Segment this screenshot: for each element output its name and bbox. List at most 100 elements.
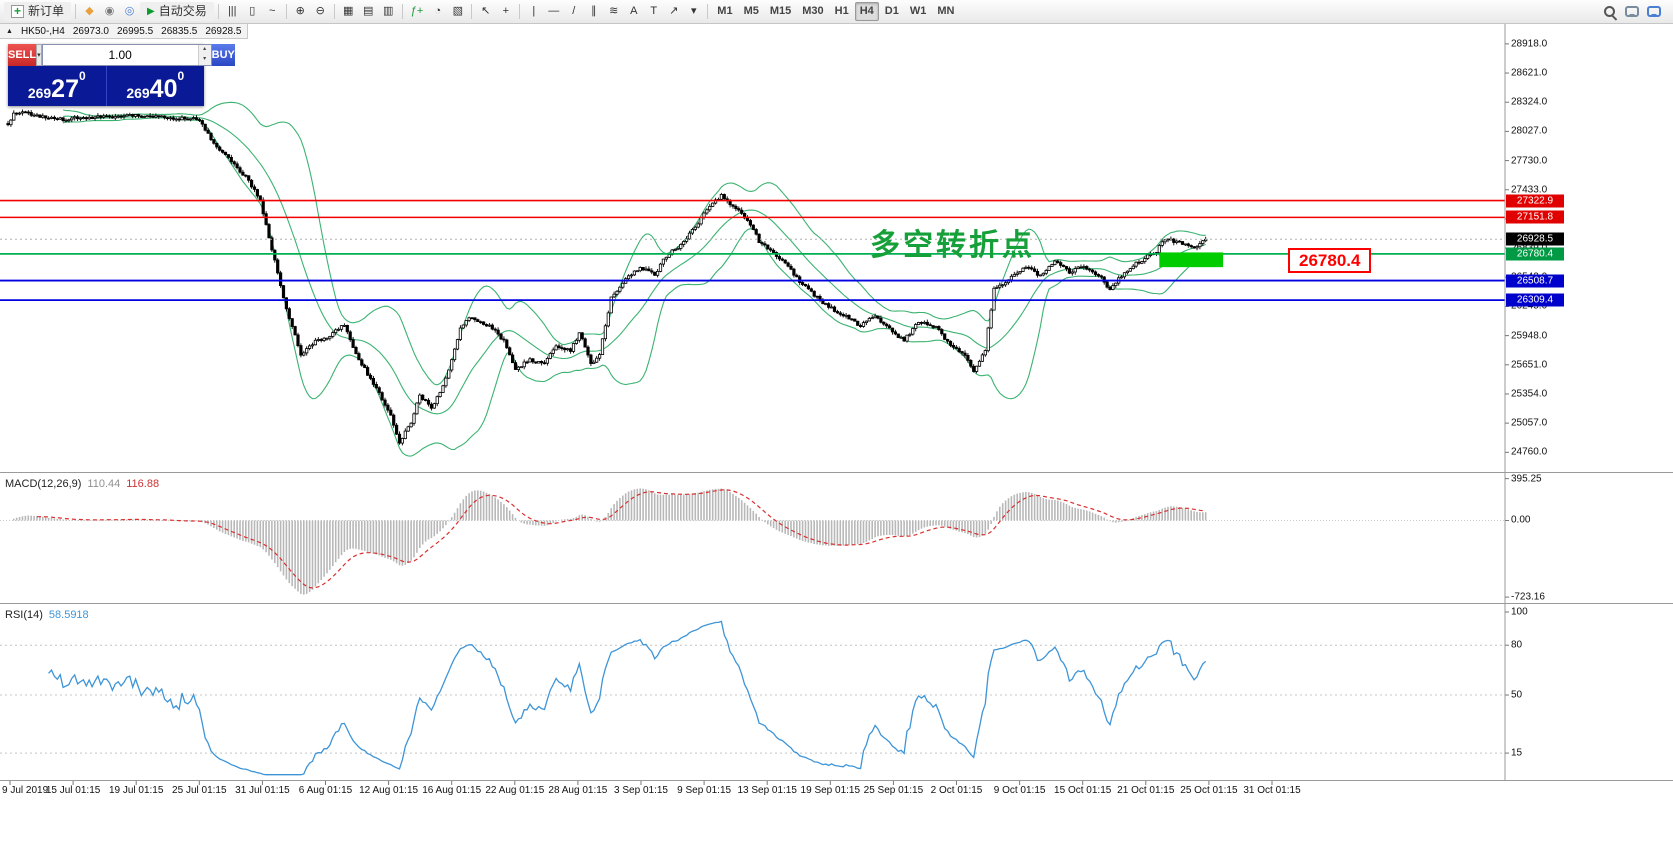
- crosshair-icon[interactable]: +: [502, 5, 509, 17]
- toolbar-separator: [471, 4, 473, 19]
- profile-icon[interactable]: ◉: [104, 5, 115, 17]
- community-chat-icon[interactable]: [1647, 6, 1661, 17]
- timeframe-W1[interactable]: W1: [909, 5, 927, 17]
- template-icon[interactable]: ▧: [452, 5, 463, 17]
- time-axis-label: 2 Oct 01:15: [930, 785, 983, 796]
- price-note-box: 26780.4: [1288, 248, 1372, 273]
- sell-price-prefix: 269: [27, 85, 52, 101]
- timeframe-M30[interactable]: M30: [802, 5, 824, 17]
- alerts-icon[interactable]: ◎: [124, 5, 135, 17]
- search-icon[interactable]: [1603, 5, 1617, 19]
- time-axis-label: 21 Oct 01:15: [1117, 785, 1175, 796]
- price-axis[interactable]: [1505, 24, 1580, 781]
- indicator-scale-label: 80: [1511, 639, 1523, 651]
- zoom-in-icon[interactable]: ⊕: [295, 5, 305, 17]
- indicator-scale-label: -723.16: [1511, 591, 1545, 603]
- timeframe-M5[interactable]: M5: [743, 5, 759, 17]
- volume-increase-button[interactable]: ▴: [198, 45, 211, 55]
- macd-main-value: 110.44: [87, 478, 121, 490]
- time-axis-label: 31 Oct 01:15: [1243, 785, 1301, 796]
- rsi-name: RSI(14): [5, 609, 43, 621]
- sell-price[interactable]: 269 27 0: [8, 66, 106, 106]
- tile-windows-icon[interactable]: ▦: [343, 5, 354, 17]
- vertical-line-icon[interactable]: |: [532, 5, 536, 17]
- chart-ohlc-header: ▲ HK50-,H4 26973.0 26995.5 26835.5 26928…: [0, 24, 249, 39]
- equidistant-channel-icon[interactable]: ∥: [591, 5, 597, 17]
- arrows-icon[interactable]: ↗: [669, 5, 679, 17]
- pivot-level-tag: 26780.4: [1506, 247, 1564, 261]
- period-icon[interactable]: ◔: [434, 5, 442, 17]
- tools-group: ƒ+ ◔ ▧: [407, 2, 468, 21]
- zoom-out-icon[interactable]: ⊖: [315, 5, 325, 17]
- new-order-icon: [11, 3, 24, 20]
- timeframe-H1[interactable]: H1: [834, 5, 849, 17]
- open-value: 26973.0: [72, 25, 109, 37]
- sell-button[interactable]: SELL: [8, 44, 37, 66]
- toolbar-separator: [401, 4, 403, 19]
- volume-decrease-button[interactable]: ▾: [198, 55, 211, 65]
- candlestick-chart-icon[interactable]: ▯: [249, 5, 256, 17]
- timeframe-MN[interactable]: MN: [937, 5, 955, 17]
- time-axis-label: 25 Jul 01:15: [172, 785, 227, 796]
- horizontal-line-icon[interactable]: —: [548, 5, 560, 17]
- cursor-icon[interactable]: ↖: [481, 5, 491, 17]
- trade-panel-prices: 269 27 0 269 40 0: [8, 66, 204, 106]
- sell-price-fraction: 0: [78, 69, 86, 83]
- price-axis-label: 24760.0: [1511, 446, 1548, 458]
- price-axis-label: 25651.0: [1511, 359, 1548, 371]
- cursor-group: ↖ +: [476, 2, 515, 21]
- text-icon[interactable]: A: [630, 5, 638, 17]
- time-axis-label: 9 Sep 01:15: [677, 785, 732, 796]
- chart-list-icon[interactable]: ▥: [383, 5, 394, 17]
- timeframe-H4[interactable]: H4: [854, 2, 879, 21]
- rsi-line: [48, 620, 1207, 776]
- autotrade-button[interactable]: ▶ 自动交易: [140, 2, 214, 21]
- trendline-icon[interactable]: /: [572, 5, 576, 17]
- rsi-value: 58.5918: [48, 609, 89, 621]
- sell-price-big-digits: 27: [51, 75, 79, 103]
- macd-signal-line: [37, 489, 1206, 589]
- buy-price-prefix: 269: [126, 85, 150, 101]
- buy-button[interactable]: BUY: [211, 44, 235, 66]
- rsi-indicator-label: RSI(14) 58.5918: [5, 609, 95, 621]
- text-label-icon[interactable]: T: [650, 5, 658, 17]
- draw-objects-group: | — / ∥ ≋ A T ↗ ▾: [524, 2, 703, 21]
- time-axis-label: 19 Sep 01:15: [800, 785, 861, 796]
- symbol-period-label: HK50-,H4: [20, 25, 65, 37]
- indicator-scale-label: 15: [1511, 747, 1523, 759]
- timeframe-M1[interactable]: M1: [717, 5, 733, 17]
- time-axis-label: 13 Sep 01:15: [737, 785, 797, 796]
- buy-price[interactable]: 269 40 0: [105, 66, 205, 106]
- time-axis-label: 25 Sep 01:15: [863, 785, 924, 796]
- candlestick-series: [6, 109, 1208, 446]
- support-level-tag: 26508.7: [1506, 274, 1564, 288]
- line-chart-icon[interactable]: ~: [269, 5, 276, 17]
- price-axis-label: 28324.0: [1511, 96, 1548, 108]
- quotes-icon[interactable]: ◆: [85, 5, 94, 17]
- new-chart-icon[interactable]: ▤: [363, 5, 374, 17]
- autotrade-label: 自动交易: [158, 4, 207, 18]
- timeframe-D1[interactable]: D1: [884, 5, 899, 17]
- toolbar-separator: [285, 4, 287, 19]
- indicator-scale-label: 0.00: [1511, 514, 1531, 526]
- horizontal-level-lines: [0, 199, 1505, 302]
- bar-chart-icon[interactable]: |||: [227, 5, 237, 17]
- time-axis-label: 6 Aug 01:15: [298, 785, 353, 796]
- order-options-dropdown[interactable]: ▾: [36, 44, 42, 66]
- toolbar-right-group: [1603, 5, 1669, 19]
- new-order-button[interactable]: 新订单: [4, 2, 72, 21]
- trade-panel-controls: SELL ▾ ▴ ▾ BUY: [8, 44, 235, 66]
- price-axis-label: 25354.0: [1511, 388, 1548, 400]
- objects-dropdown-icon[interactable]: ▾: [691, 5, 697, 17]
- fibonacci-icon[interactable]: ≋: [609, 5, 619, 17]
- chat-icon[interactable]: [1625, 6, 1639, 17]
- indicators-icon[interactable]: ƒ+: [410, 5, 424, 17]
- collapse-triangle-icon[interactable]: ▲: [6, 27, 13, 35]
- chart-surface[interactable]: [0, 24, 1505, 781]
- time-axis-label: 19 Jul 01:15: [108, 785, 164, 796]
- volume-input[interactable]: [42, 45, 198, 65]
- timeframe-M15[interactable]: M15: [769, 5, 792, 17]
- toolbar-separator: [707, 4, 709, 19]
- volume-stepper: ▴ ▾: [197, 45, 211, 65]
- toolbar-separator: [217, 4, 219, 19]
